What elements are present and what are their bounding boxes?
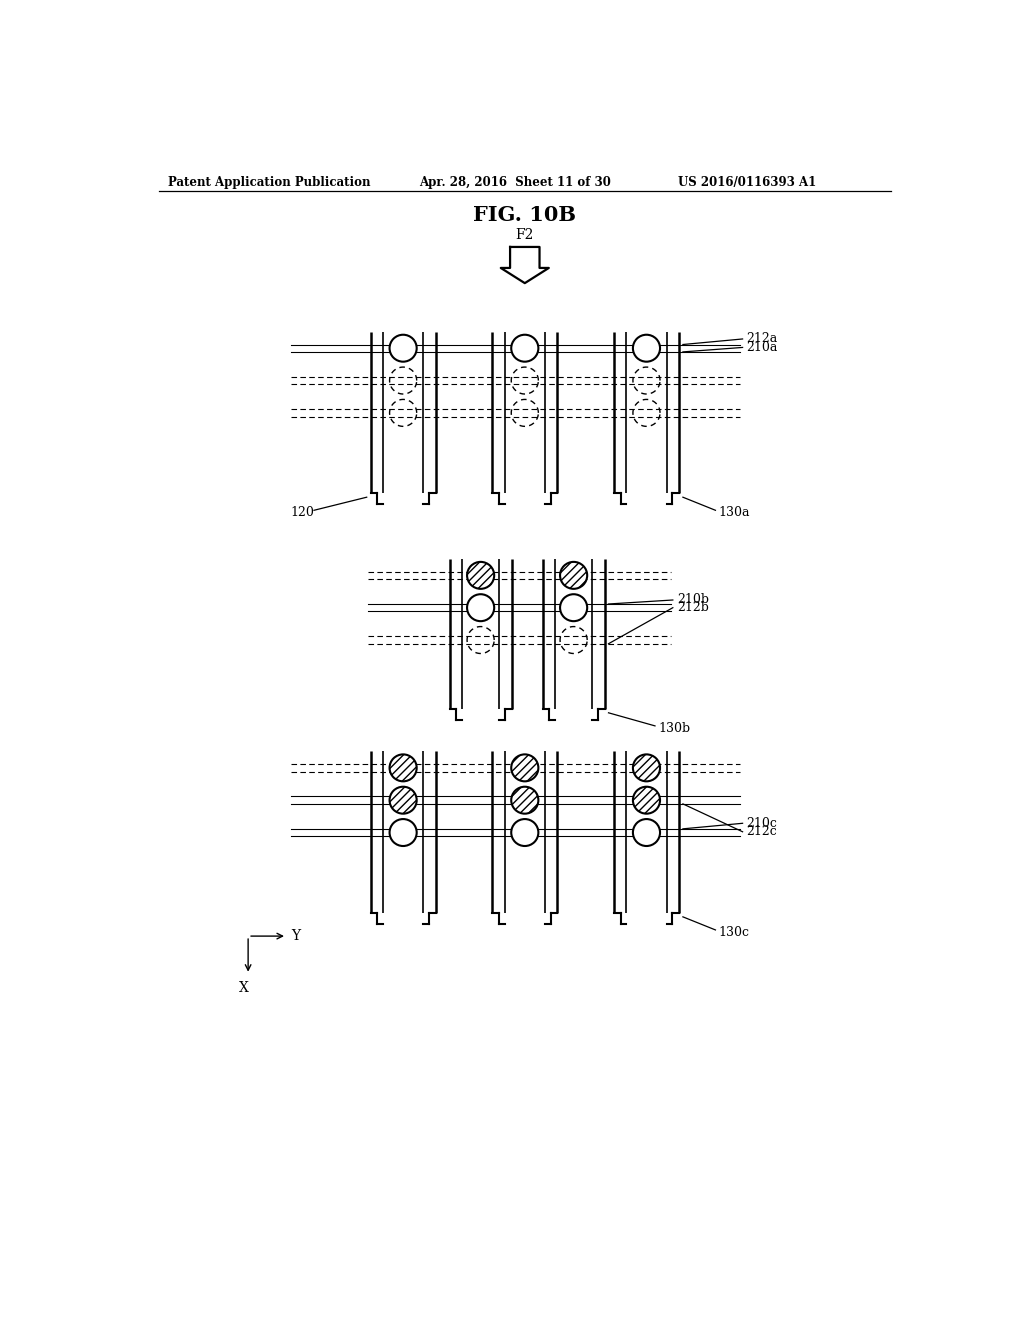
Text: F2: F2	[516, 227, 534, 242]
Circle shape	[467, 562, 495, 589]
Text: FIG. 10B: FIG. 10B	[473, 205, 577, 224]
Circle shape	[633, 818, 660, 846]
Circle shape	[511, 335, 539, 362]
Text: Apr. 28, 2016  Sheet 11 of 30: Apr. 28, 2016 Sheet 11 of 30	[419, 176, 610, 189]
Text: 212b: 212b	[677, 601, 709, 614]
Text: 210b: 210b	[677, 594, 709, 606]
Text: 212c: 212c	[746, 825, 777, 838]
Circle shape	[389, 787, 417, 813]
Circle shape	[511, 755, 539, 781]
Circle shape	[560, 594, 587, 622]
Text: Patent Application Publication: Patent Application Publication	[168, 176, 371, 189]
Circle shape	[633, 755, 660, 781]
Text: 130b: 130b	[658, 722, 691, 735]
Text: 212a: 212a	[746, 333, 777, 346]
Text: 120: 120	[291, 506, 314, 519]
Text: 130a: 130a	[719, 506, 750, 519]
Circle shape	[389, 755, 417, 781]
Text: Y: Y	[292, 929, 301, 942]
Polygon shape	[501, 247, 549, 284]
Circle shape	[389, 335, 417, 362]
Text: US 2016/0116393 A1: US 2016/0116393 A1	[678, 176, 816, 189]
Circle shape	[633, 335, 660, 362]
Text: 210c: 210c	[746, 817, 777, 830]
Text: 210a: 210a	[746, 341, 778, 354]
Circle shape	[633, 787, 660, 813]
Circle shape	[511, 787, 539, 813]
Circle shape	[560, 562, 587, 589]
Text: X: X	[240, 981, 249, 995]
Circle shape	[511, 818, 539, 846]
Circle shape	[467, 594, 495, 622]
Circle shape	[389, 818, 417, 846]
Text: 130c: 130c	[719, 925, 750, 939]
